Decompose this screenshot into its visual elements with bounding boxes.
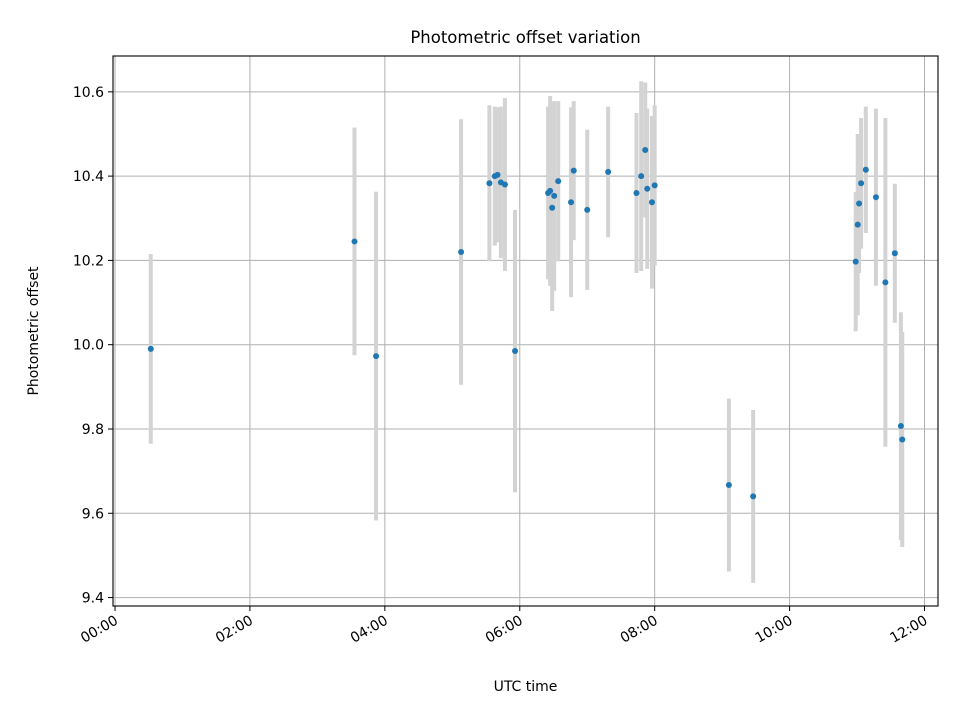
data-point bbox=[854, 221, 861, 228]
data-point bbox=[642, 146, 649, 153]
y-axis-label: Photometric offset bbox=[26, 266, 42, 396]
data-point bbox=[458, 248, 465, 255]
data-point bbox=[882, 279, 889, 286]
data-point bbox=[605, 168, 612, 175]
data-point bbox=[644, 185, 651, 192]
chart-title: Photometric offset variation bbox=[410, 28, 640, 47]
data-point bbox=[373, 353, 380, 360]
data-point bbox=[555, 178, 562, 185]
data-point bbox=[584, 206, 591, 213]
data-points bbox=[147, 146, 906, 500]
plot-area bbox=[113, 56, 938, 606]
data-point bbox=[897, 423, 904, 430]
grid-lines bbox=[113, 56, 938, 606]
data-point bbox=[568, 199, 575, 206]
y-tick-label: 10.4 bbox=[73, 169, 104, 185]
data-point bbox=[551, 192, 558, 199]
y-tick-label: 10.2 bbox=[73, 253, 104, 269]
data-point bbox=[852, 258, 859, 265]
y-tick-label: 10.0 bbox=[73, 338, 104, 354]
data-point bbox=[351, 238, 358, 245]
data-point bbox=[570, 167, 577, 174]
data-point bbox=[486, 180, 493, 187]
x-axis-label: UTC time bbox=[494, 679, 558, 695]
data-point bbox=[862, 166, 869, 173]
y-tick-label: 9.8 bbox=[82, 422, 104, 438]
data-point bbox=[856, 200, 863, 207]
data-point bbox=[501, 181, 508, 188]
data-point bbox=[648, 199, 655, 206]
data-point bbox=[512, 348, 519, 355]
y-axis-ticks: 9.4 9.6 9.8 10.0 10.2 10.4 10.6 bbox=[73, 85, 113, 607]
data-point bbox=[891, 250, 898, 257]
data-point bbox=[651, 182, 658, 189]
plot-frame bbox=[112, 55, 939, 607]
y-tick-label: 9.6 bbox=[82, 506, 104, 522]
data-point bbox=[750, 493, 757, 500]
data-point bbox=[633, 189, 640, 196]
data-point bbox=[147, 345, 154, 352]
data-point bbox=[872, 194, 879, 201]
data-point bbox=[549, 204, 556, 211]
data-point bbox=[899, 436, 906, 443]
data-point bbox=[725, 482, 732, 489]
y-tick-label: 9.4 bbox=[82, 591, 104, 607]
data-point bbox=[858, 180, 865, 187]
data-point bbox=[638, 173, 645, 180]
data-point bbox=[494, 171, 501, 178]
data-point bbox=[547, 187, 554, 194]
y-tick-label: 10.6 bbox=[73, 85, 104, 101]
